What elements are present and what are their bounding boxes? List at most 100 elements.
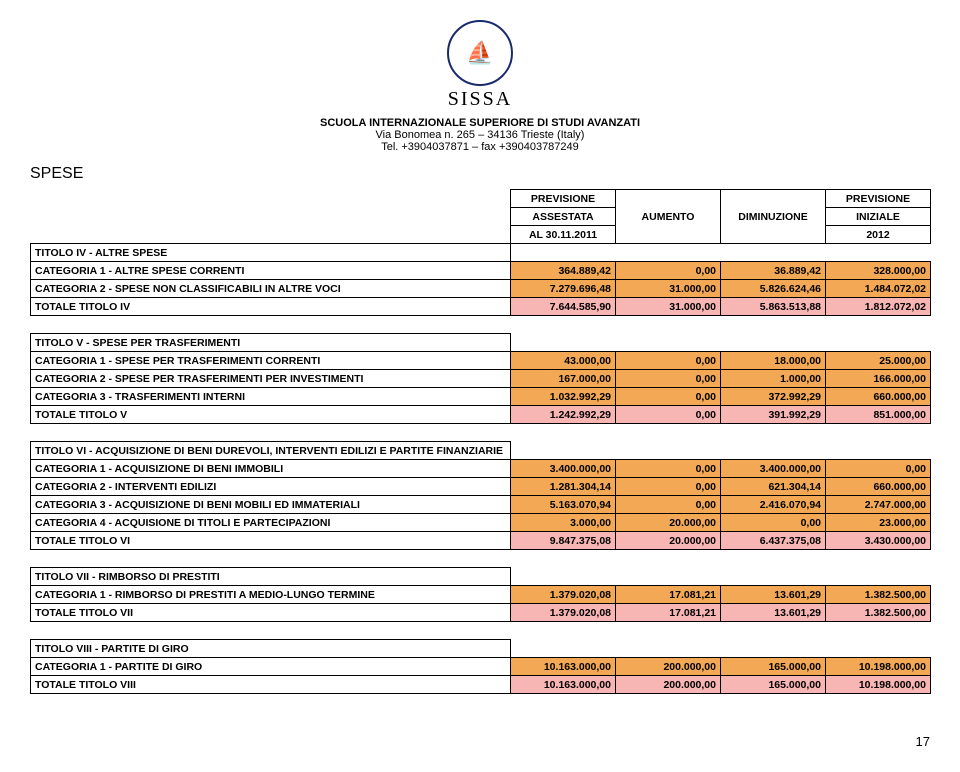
category-row: CATEGORIA 1 - RIMBORSO DI PRESTITI A MED… (31, 586, 931, 604)
group-title: TITOLO VII - RIMBORSO DI PRESTITI (31, 568, 511, 586)
total-cell: 1.812.072,02 (826, 298, 931, 316)
total-row: TOTALE TITOLO VIII10.163.000,00200.000,0… (31, 676, 931, 694)
total-cell: 31.000,00 (616, 298, 721, 316)
value-cell: 0,00 (616, 262, 721, 280)
category-label: CATEGORIA 3 - ACQUISIZIONE DI BENI MOBIL… (31, 496, 511, 514)
value-cell: 1.281.304,14 (511, 478, 616, 496)
total-row: TOTALE TITOLO VII1.379.020,0817.081,2113… (31, 604, 931, 622)
total-cell: 5.863.513,88 (721, 298, 826, 316)
group-title-row: TITOLO VIII - PARTITE DI GIRO (31, 640, 931, 658)
value-cell: 17.081,21 (616, 586, 721, 604)
category-row: CATEGORIA 3 - ACQUISIZIONE DI BENI MOBIL… (31, 496, 931, 514)
value-cell: 23.000,00 (826, 514, 931, 532)
col-diminuzione: DIMINUZIONE (721, 190, 826, 244)
value-cell: 167.000,00 (511, 370, 616, 388)
total-cell: 13.601,29 (721, 604, 826, 622)
category-label: CATEGORIA 2 - SPESE PER TRASFERIMENTI PE… (31, 370, 511, 388)
value-cell: 3.400.000,00 (511, 460, 616, 478)
value-cell: 7.279.696,48 (511, 280, 616, 298)
category-row: CATEGORIA 3 - TRASFERIMENTI INTERNI1.032… (31, 388, 931, 406)
value-cell: 31.000,00 (616, 280, 721, 298)
group-title: TITOLO VI - ACQUISIZIONE DI BENI DUREVOL… (31, 442, 511, 460)
category-row: CATEGORIA 2 - SPESE PER TRASFERIMENTI PE… (31, 370, 931, 388)
category-row: CATEGORIA 1 - ACQUISIZIONE DI BENI IMMOB… (31, 460, 931, 478)
total-cell: 165.000,00 (721, 676, 826, 694)
category-label: CATEGORIA 3 - TRASFERIMENTI INTERNI (31, 388, 511, 406)
col-iniziale: INIZIALE (826, 208, 931, 226)
document-header: ⛵ SISSA SCUOLA INTERNAZIONALE SUPERIORE … (30, 20, 930, 153)
category-label: CATEGORIA 1 - PARTITE DI GIRO (31, 658, 511, 676)
col-aumento: AUMENTO (616, 190, 721, 244)
value-cell: 621.304,14 (721, 478, 826, 496)
category-label: CATEGORIA 2 - SPESE NON CLASSIFICABILI I… (31, 280, 511, 298)
value-cell: 660.000,00 (826, 388, 931, 406)
value-cell: 372.992,29 (721, 388, 826, 406)
value-cell: 200.000,00 (616, 658, 721, 676)
budget-table: PREVISIONE AUMENTO DIMINUZIONE PREVISION… (30, 189, 931, 694)
value-cell: 1.484.072,02 (826, 280, 931, 298)
category-row: CATEGORIA 2 - SPESE NON CLASSIFICABILI I… (31, 280, 931, 298)
value-cell: 0,00 (616, 496, 721, 514)
logo-icon: ⛵ (447, 20, 513, 86)
col-prev-2: PREVISIONE (826, 190, 931, 208)
category-row: CATEGORIA 2 - INTERVENTI EDILIZI1.281.30… (31, 478, 931, 496)
value-cell: 3.000,00 (511, 514, 616, 532)
value-cell: 2.416.070,94 (721, 496, 826, 514)
org-tel: Tel. +3904037871 – fax +390403787249 (30, 141, 930, 153)
group-title-row: TITOLO VII - RIMBORSO DI PRESTITI (31, 568, 931, 586)
value-cell: 1.032.992,29 (511, 388, 616, 406)
value-cell: 3.400.000,00 (721, 460, 826, 478)
value-cell: 1.382.500,00 (826, 586, 931, 604)
page-number: 17 (30, 734, 930, 749)
total-cell: 10.163.000,00 (511, 676, 616, 694)
table-header: PREVISIONE AUMENTO DIMINUZIONE PREVISION… (31, 190, 931, 244)
total-cell: 1.382.500,00 (826, 604, 931, 622)
value-cell: 20.000,00 (616, 514, 721, 532)
value-cell: 18.000,00 (721, 352, 826, 370)
total-cell: 6.437.375,08 (721, 532, 826, 550)
value-cell: 166.000,00 (826, 370, 931, 388)
category-label: CATEGORIA 4 - ACQUISIONE DI TITOLI E PAR… (31, 514, 511, 532)
group-title: TITOLO VIII - PARTITE DI GIRO (31, 640, 511, 658)
group-title-row: TITOLO IV - ALTRE SPESE (31, 244, 931, 262)
category-row: CATEGORIA 1 - ALTRE SPESE CORRENTI364.88… (31, 262, 931, 280)
value-cell: 0,00 (616, 460, 721, 478)
total-cell: 3.430.000,00 (826, 532, 931, 550)
col-assestata: ASSESTATA (511, 208, 616, 226)
total-cell: 10.198.000,00 (826, 676, 931, 694)
value-cell: 0,00 (616, 388, 721, 406)
org-name: SCUOLA INTERNAZIONALE SUPERIORE DI STUDI… (30, 117, 930, 129)
category-label: CATEGORIA 1 - RIMBORSO DI PRESTITI A MED… (31, 586, 511, 604)
total-cell: 200.000,00 (616, 676, 721, 694)
value-cell: 13.601,29 (721, 586, 826, 604)
total-cell: 20.000,00 (616, 532, 721, 550)
col-date: AL 30.11.2011 (511, 226, 616, 244)
total-row: TOTALE TITOLO IV7.644.585,9031.000,005.8… (31, 298, 931, 316)
value-cell: 25.000,00 (826, 352, 931, 370)
value-cell: 0,00 (616, 478, 721, 496)
value-cell: 5.163.070,94 (511, 496, 616, 514)
value-cell: 43.000,00 (511, 352, 616, 370)
total-cell: 851.000,00 (826, 406, 931, 424)
total-row: TOTALE TITOLO VI9.847.375,0820.000,006.4… (31, 532, 931, 550)
total-row: TOTALE TITOLO V1.242.992,290,00391.992,2… (31, 406, 931, 424)
category-row: CATEGORIA 4 - ACQUISIONE DI TITOLI E PAR… (31, 514, 931, 532)
group-title: TITOLO IV - ALTRE SPESE (31, 244, 511, 262)
value-cell: 1.379.020,08 (511, 586, 616, 604)
total-label: TOTALE TITOLO VI (31, 532, 511, 550)
value-cell: 10.163.000,00 (511, 658, 616, 676)
col-prev-1: PREVISIONE (511, 190, 616, 208)
group-title-row: TITOLO V - SPESE PER TRASFERIMENTI (31, 334, 931, 352)
value-cell: 0,00 (616, 370, 721, 388)
total-cell: 391.992,29 (721, 406, 826, 424)
category-label: CATEGORIA 1 - SPESE PER TRASFERIMENTI CO… (31, 352, 511, 370)
value-cell: 0,00 (826, 460, 931, 478)
total-label: TOTALE TITOLO VIII (31, 676, 511, 694)
value-cell: 364.889,42 (511, 262, 616, 280)
value-cell: 165.000,00 (721, 658, 826, 676)
total-cell: 17.081,21 (616, 604, 721, 622)
total-cell: 0,00 (616, 406, 721, 424)
group-title-row: TITOLO VI - ACQUISIZIONE DI BENI DUREVOL… (31, 442, 931, 460)
total-cell: 1.379.020,08 (511, 604, 616, 622)
category-label: CATEGORIA 1 - ALTRE SPESE CORRENTI (31, 262, 511, 280)
